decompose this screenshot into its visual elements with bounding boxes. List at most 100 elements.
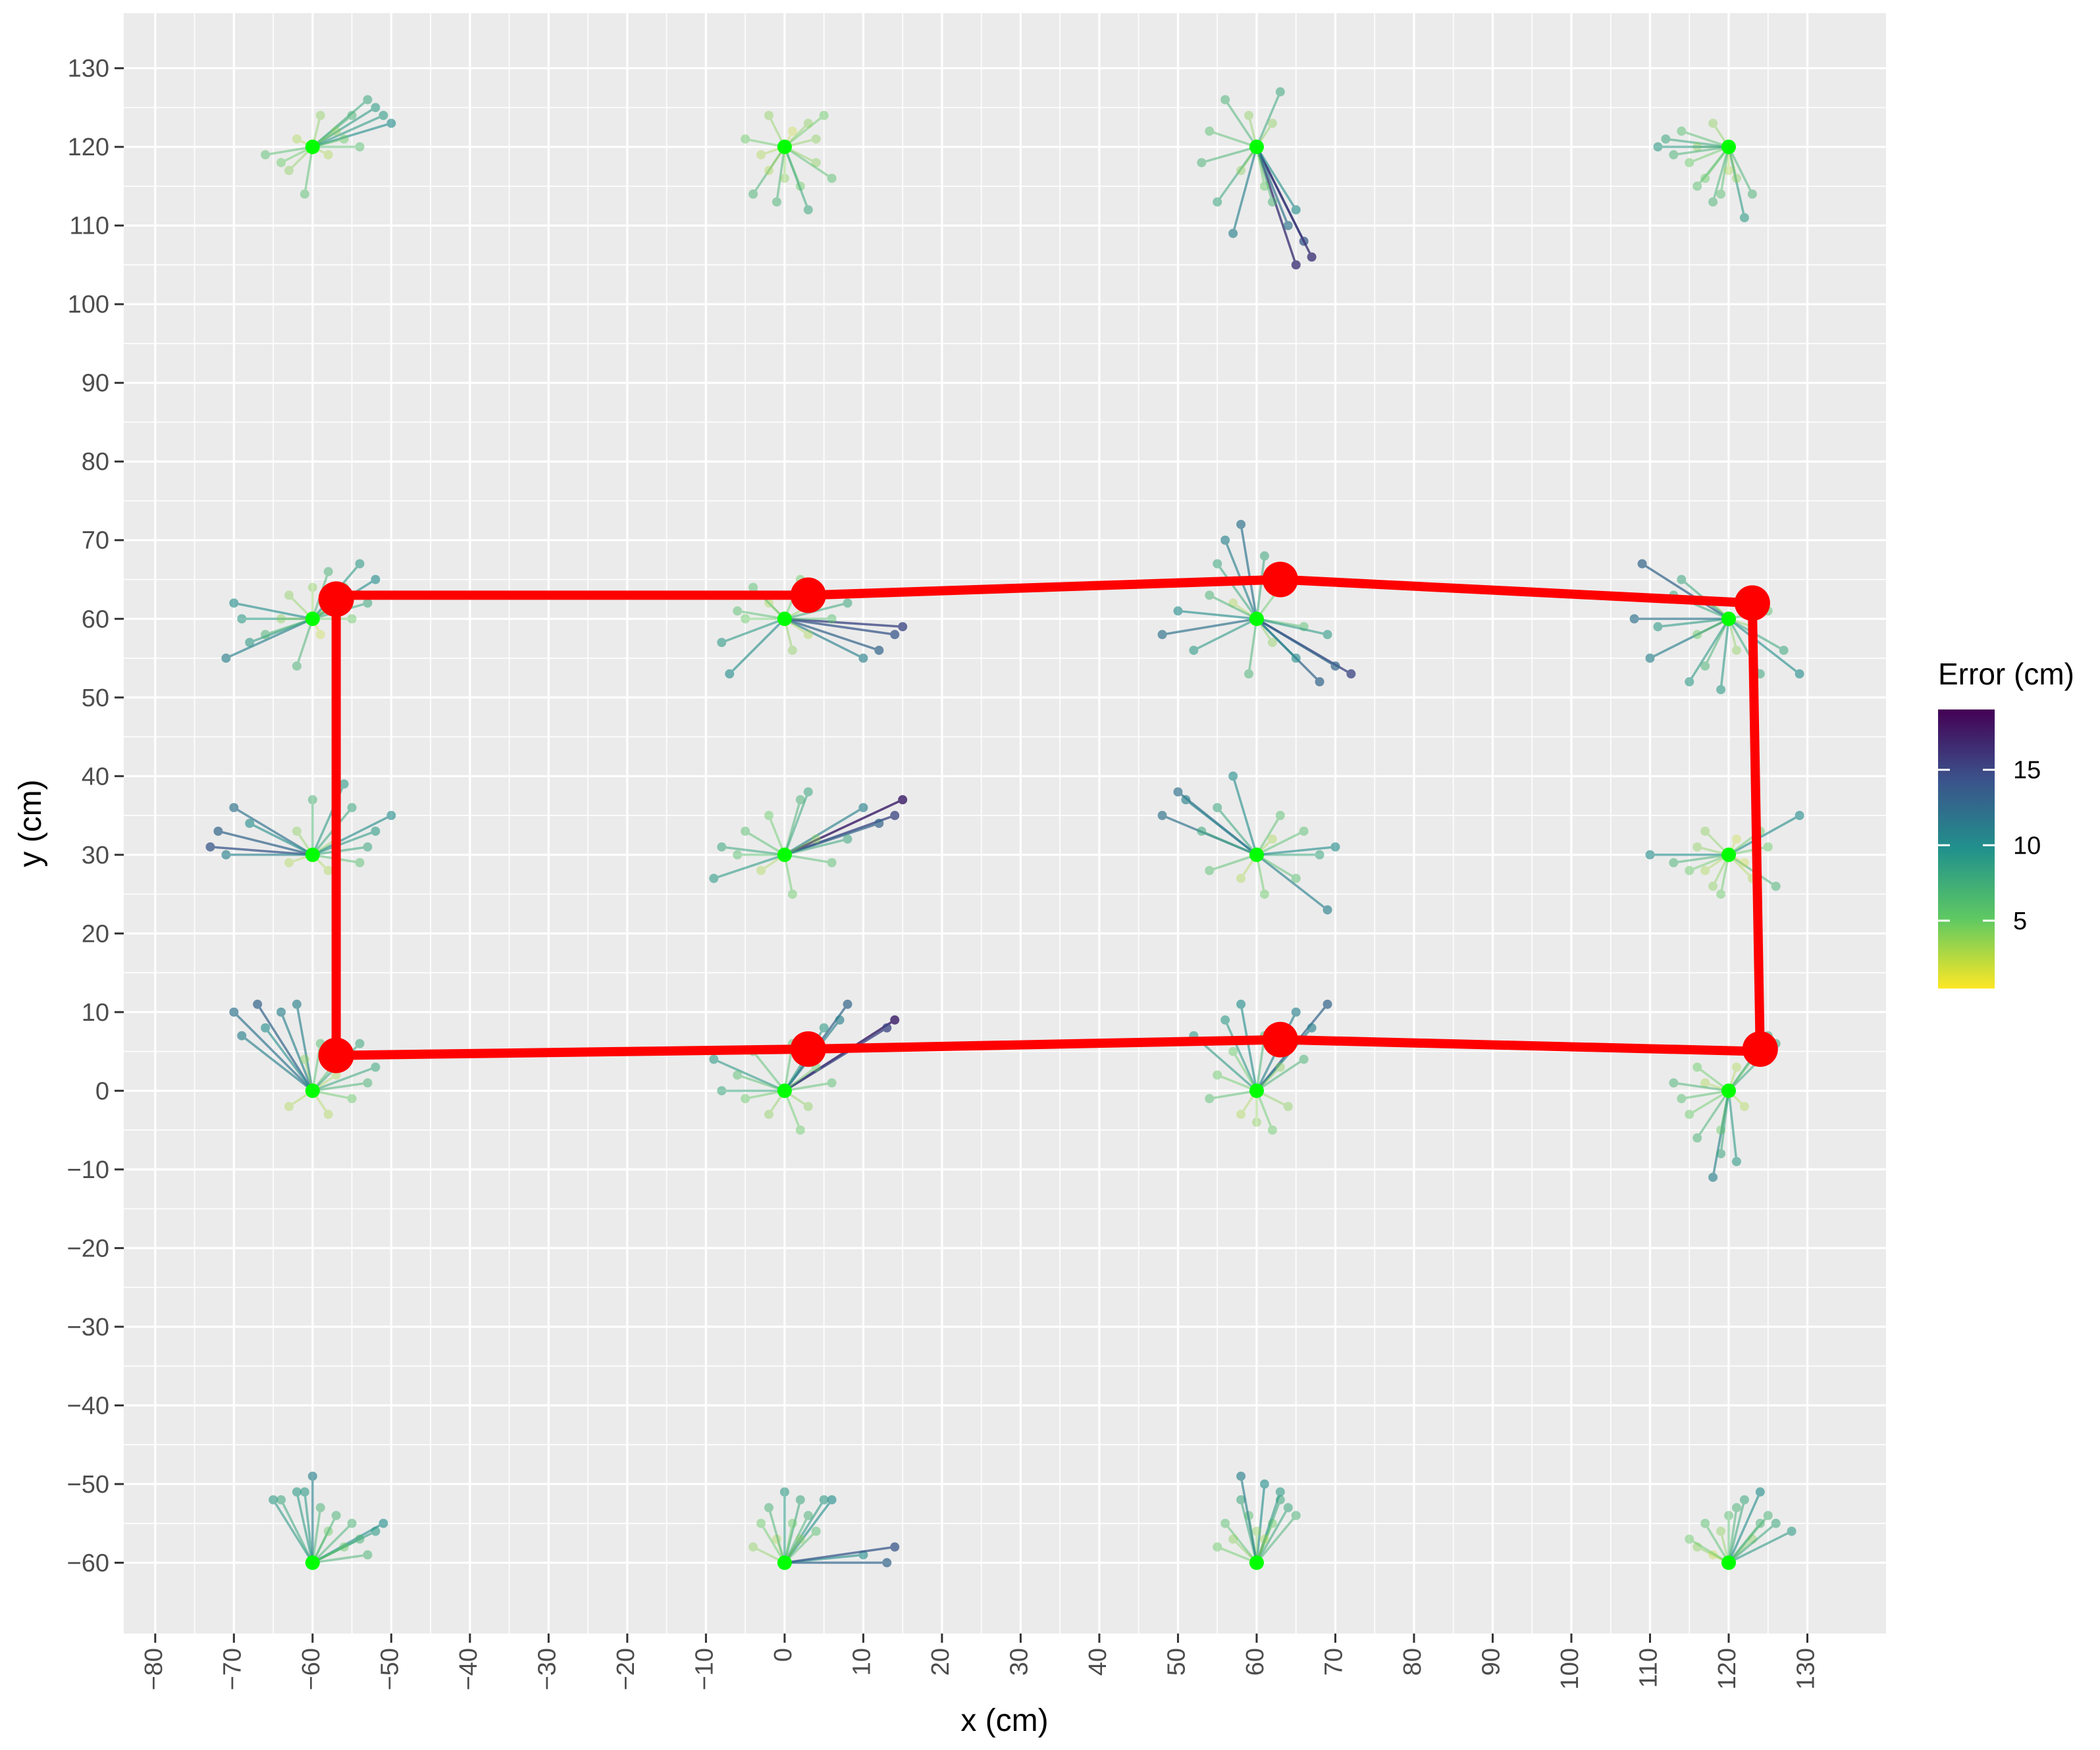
y-tick-label: −50 (67, 1471, 109, 1499)
estimate-point (386, 118, 396, 128)
estimate-point (1739, 1495, 1749, 1505)
y-tick-label: 0 (95, 1077, 109, 1105)
estimate-point (229, 1007, 239, 1017)
estimate-point (1716, 889, 1726, 899)
estimate-ray (709, 1054, 785, 1092)
estimate-point (1157, 811, 1167, 821)
ray-line (312, 1553, 368, 1564)
estimate-point (1299, 1054, 1309, 1064)
estimate-ray (1693, 146, 1730, 191)
estimate-ray (783, 1023, 892, 1092)
ray-line (1193, 617, 1257, 652)
estimate-point (379, 1518, 388, 1528)
ray-line (1185, 798, 1258, 856)
ray-line (784, 617, 903, 628)
ray-line (1666, 138, 1729, 148)
estimate-point (787, 1518, 797, 1528)
legend-tick-label: 5 (2013, 908, 2027, 935)
estimate-point (1283, 220, 1293, 230)
estimate-point (898, 622, 908, 632)
estimate-point (355, 1039, 365, 1048)
estimate-ray (1236, 1471, 1258, 1563)
ray-line (783, 1499, 826, 1564)
panel-background (124, 13, 1886, 1634)
ray-line (1727, 146, 1746, 219)
reference-point (1249, 1083, 1264, 1098)
estimate-ray (1205, 126, 1257, 148)
estimate-ray (1255, 146, 1293, 230)
estimate-point (764, 166, 774, 176)
estimate-point (1259, 1534, 1269, 1544)
estimate-ray (783, 1526, 821, 1564)
legend: Error (cm) 5 10 15 (1938, 657, 2074, 989)
ray-line (1728, 854, 1777, 888)
estimate-point (1299, 826, 1309, 836)
estimate-ray (276, 1007, 314, 1091)
estimate-point (323, 567, 333, 577)
estimate-ray (784, 1542, 900, 1564)
estimate-point (898, 795, 908, 805)
ray-line (1255, 146, 1298, 211)
estimate-ray (1255, 551, 1269, 619)
reference-point (305, 1083, 320, 1098)
estimate-point (1197, 826, 1207, 836)
estimate-point (1228, 228, 1238, 238)
estimate-ray (1728, 1526, 1797, 1564)
estimate-point (811, 134, 821, 144)
estimate-point (355, 1534, 365, 1544)
estimate-point (363, 842, 373, 852)
x-tick-label: 120 (1714, 1648, 1741, 1689)
estimate-point (1283, 1102, 1293, 1112)
estimate-ray (1256, 842, 1340, 856)
estimate-point (213, 826, 223, 836)
ray-line (1728, 814, 1800, 856)
estimate-point (284, 166, 294, 176)
ray-line (784, 1081, 832, 1093)
estimate-ray (1255, 618, 1301, 663)
estimate-ray (733, 606, 785, 620)
ray-line (311, 115, 353, 148)
estimate-point (748, 582, 758, 592)
ray-line (1209, 854, 1257, 872)
reference-point (1721, 1555, 1736, 1570)
estimate-point (221, 654, 231, 663)
ray-line (296, 618, 314, 667)
estimate-point (1244, 669, 1253, 679)
ray-line (760, 1522, 786, 1564)
estimate-ray (784, 795, 908, 856)
estimate-ray (1244, 619, 1258, 679)
estimate-point (371, 103, 381, 113)
estimate-point (756, 1518, 766, 1528)
ray-line (280, 1012, 314, 1091)
estimate-ray (1256, 617, 1332, 640)
estimate-ray (1645, 617, 1729, 663)
estimate-point (1731, 646, 1741, 656)
estimate-point (795, 795, 805, 805)
estimate-ray (764, 1503, 786, 1563)
ray-line (1240, 1476, 1258, 1563)
x-tick-label: 10 (848, 1648, 876, 1676)
estimate-ray (1255, 1510, 1301, 1564)
estimate-point (276, 614, 286, 624)
estimate-ray (1205, 854, 1257, 875)
ray-line (1255, 1514, 1298, 1564)
estimate-point (284, 1102, 294, 1112)
estimate-point (331, 126, 341, 136)
ray-line (312, 1538, 361, 1564)
estimate-ray (307, 795, 317, 855)
ray-line (312, 830, 377, 856)
estimate-point (1346, 669, 1356, 679)
estimate-ray (1716, 619, 1730, 694)
estimate-point (1708, 118, 1718, 128)
x-tick-label: −20 (612, 1648, 640, 1690)
estimate-ray (783, 111, 829, 148)
estimate-ray (261, 145, 313, 160)
estimate-point (1275, 87, 1285, 97)
estimate-ray (1228, 771, 1258, 856)
ray-line (775, 146, 786, 203)
y-tick-label: −20 (67, 1235, 109, 1262)
estimate-point (363, 1078, 373, 1088)
estimate-point (756, 150, 766, 160)
ray-line (1240, 524, 1258, 619)
ray-line (737, 609, 785, 620)
